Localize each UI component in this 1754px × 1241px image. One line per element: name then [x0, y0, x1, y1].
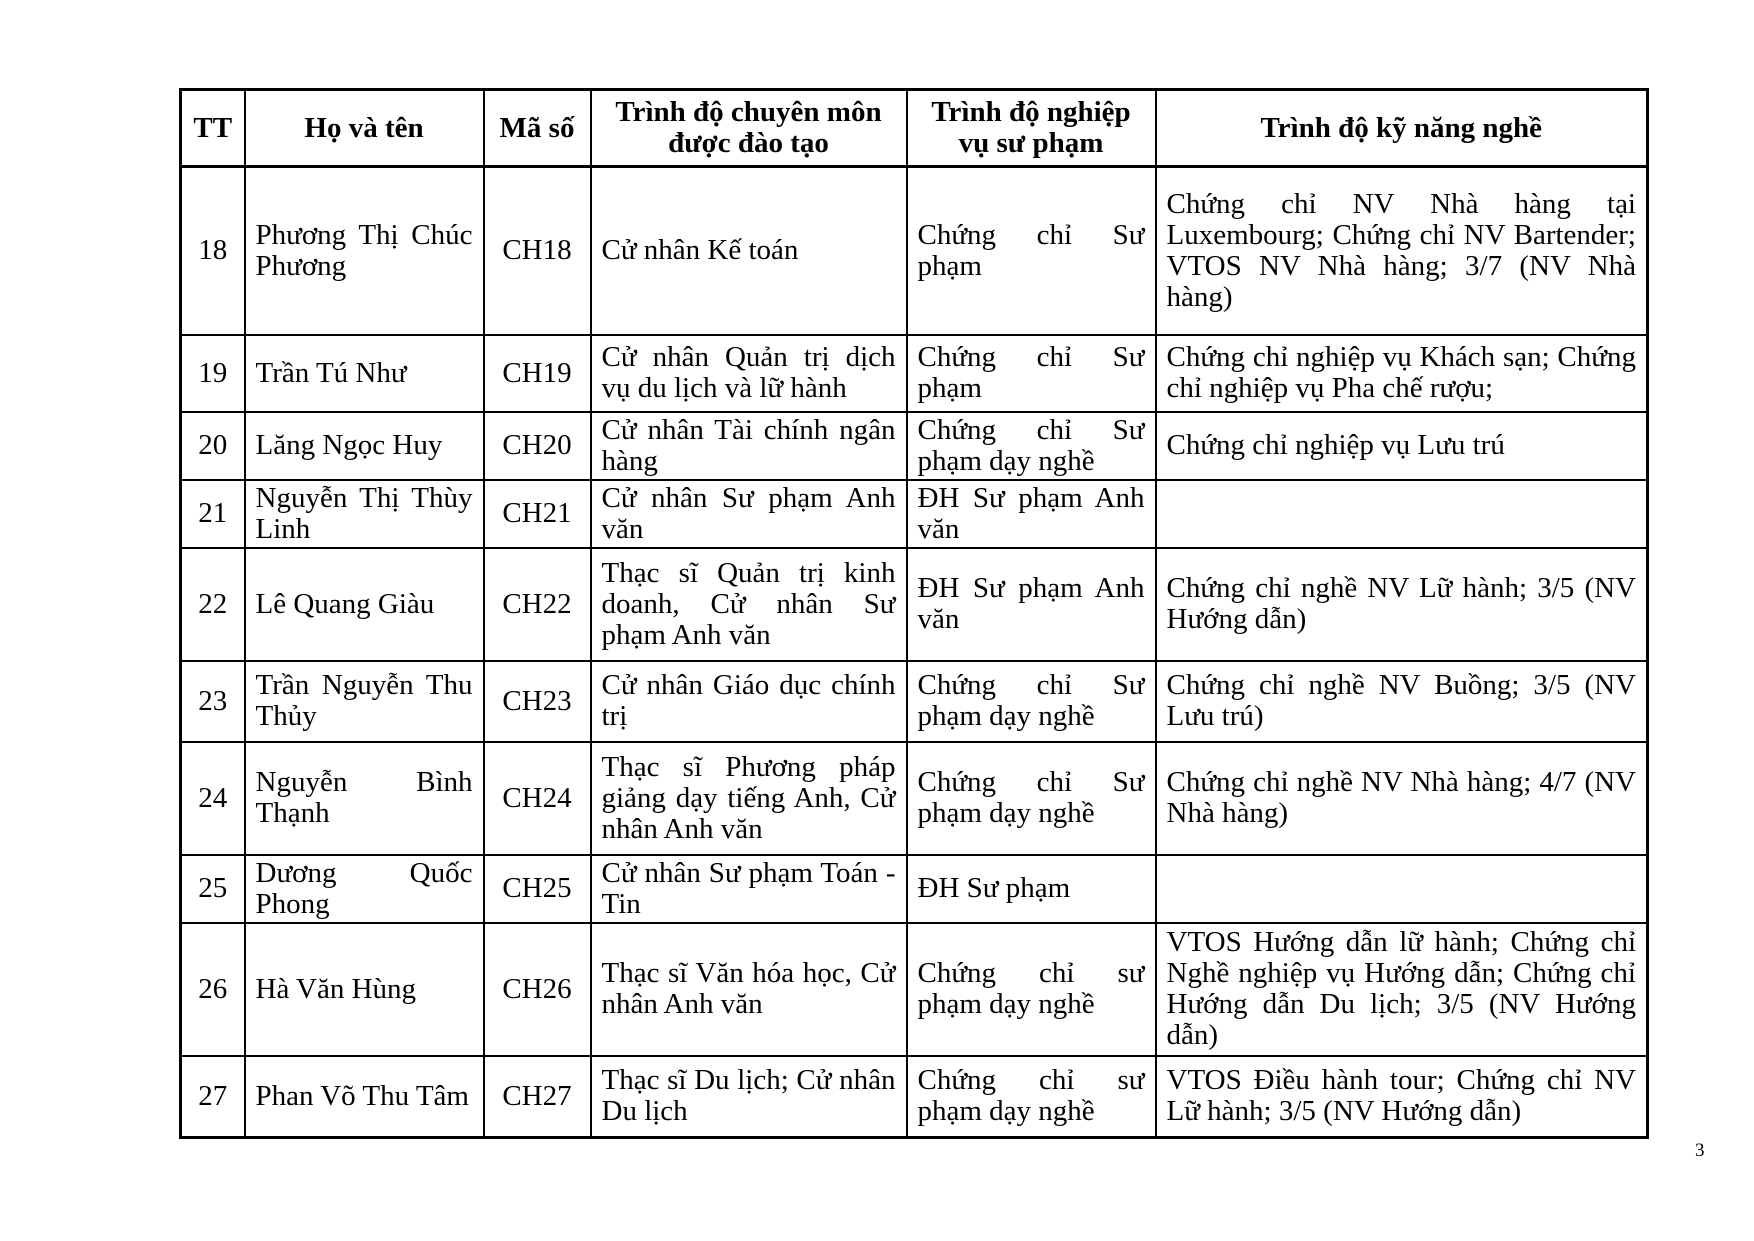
cell-pedagogy: Chứng chỉ Sư phạm dạy nghề — [905, 740, 1157, 856]
cell-skills: Chứng chỉ nghề NV Lữ hành; 3/5 (NV Hướng… — [1154, 546, 1649, 662]
cell-pedagogy: Chứng chỉ Sư phạm — [905, 333, 1157, 413]
table-row: 27 Phan Võ Thu Tâm CH27 Thạc sĩ Du lịch;… — [179, 1054, 1649, 1139]
cell-tt: 18 — [179, 165, 246, 336]
cell-code: CH24 — [482, 740, 592, 856]
table-row: 22 Lê Quang Giàu CH22 Thạc sĩ Quản trị k… — [179, 546, 1649, 662]
cell-code: CH21 — [482, 478, 592, 549]
table-row: 23 Trần Nguyễn Thu Thủy CH23 Cử nhân Giá… — [179, 659, 1649, 743]
cell-qualification: Cử nhân Sư phạm Toán - Tin — [589, 853, 908, 924]
cell-pedagogy: ĐH Sư phạm Anh văn — [905, 546, 1157, 662]
cell-qualification: Thạc sĩ Quản trị kinh doanh, Cử nhân Sư … — [589, 546, 908, 662]
cell-code: CH26 — [482, 921, 592, 1057]
cell-pedagogy: Chứng chỉ Sư phạm dạy nghề — [905, 659, 1157, 743]
cell-name: Lê Quang Giàu — [243, 546, 485, 662]
cell-qualification: Cử nhân Giáo dục chính trị — [589, 659, 908, 743]
table-row: 19 Trần Tú Như CH19 Cử nhân Quản trị dịc… — [179, 333, 1649, 413]
column-header-name: Họ và tên — [243, 88, 485, 168]
cell-skills: VTOS Hướng dẫn lữ hành; Chứng chỉ Nghề n… — [1154, 921, 1649, 1057]
cell-name: Phương Thị Chúc Phương — [243, 165, 485, 336]
column-header-pedagogy: Trình độ nghiệp vụ sư phạm — [905, 88, 1157, 168]
cell-pedagogy: Chứng chỉ sư phạm dạy nghề — [905, 921, 1157, 1057]
cell-qualification: Cử nhân Quản trị dịch vụ du lịch và lữ h… — [589, 333, 908, 413]
cell-name: Hà Văn Hùng — [243, 921, 485, 1057]
cell-code: CH25 — [482, 853, 592, 924]
cell-tt: 25 — [179, 853, 246, 924]
cell-pedagogy: Chứng chỉ Sư phạm dạy nghề — [905, 410, 1157, 481]
cell-pedagogy: Chứng chỉ Sư phạm — [905, 165, 1157, 336]
cell-pedagogy: ĐH Sư phạm — [905, 853, 1157, 924]
cell-skills — [1154, 478, 1649, 549]
cell-tt: 19 — [179, 333, 246, 413]
cell-qualification: Thạc sĩ Văn hóa học, Cử nhân Anh văn — [589, 921, 908, 1057]
cell-code: CH20 — [482, 410, 592, 481]
column-header-tt: TT — [179, 88, 246, 168]
cell-tt: 23 — [179, 659, 246, 743]
cell-code: CH27 — [482, 1054, 592, 1139]
cell-name: Nguyễn Thị Thùy Linh — [243, 478, 485, 549]
table-header-row: TT Họ và tên Mã số Trình độ chuyên môn đ… — [179, 88, 1649, 168]
cell-qualification: Cử nhân Sư phạm Anh văn — [589, 478, 908, 549]
page-number: 3 — [1695, 1140, 1705, 1161]
table-row: 21 Nguyễn Thị Thùy Linh CH21 Cử nhân Sư … — [179, 478, 1649, 549]
cell-skills: Chứng chỉ nghề NV Buồng; 3/5 (NV Lưu trú… — [1154, 659, 1649, 743]
cell-code: CH23 — [482, 659, 592, 743]
cell-qualification: Cử nhân Kế toán — [589, 165, 908, 336]
cell-skills: Chứng chỉ nghiệp vụ Khách sạn; Chứng chỉ… — [1154, 333, 1649, 413]
cell-qualification: Cử nhân Tài chính ngân hàng — [589, 410, 908, 481]
cell-tt: 22 — [179, 546, 246, 662]
table-row: 24 Nguyễn Bình Thạnh CH24 Thạc sĩ Phương… — [179, 740, 1649, 856]
column-header-code: Mã số — [482, 88, 592, 168]
cell-pedagogy: ĐH Sư phạm Anh văn — [905, 478, 1157, 549]
cell-skills — [1154, 853, 1649, 924]
table-row: 20 Lăng Ngọc Huy CH20 Cử nhân Tài chính … — [179, 410, 1649, 481]
table-row: 25 Dương Quốc Phong CH25 Cử nhân Sư phạm… — [179, 853, 1649, 924]
cell-tt: 26 — [179, 921, 246, 1057]
cell-tt: 24 — [179, 740, 246, 856]
cell-name: Dương Quốc Phong — [243, 853, 485, 924]
cell-name: Phan Võ Thu Tâm — [243, 1054, 485, 1139]
cell-code: CH19 — [482, 333, 592, 413]
cell-skills: VTOS Điều hành tour; Chứng chỉ NV Lữ hàn… — [1154, 1054, 1649, 1139]
cell-pedagogy: Chứng chỉ sư phạm dạy nghề — [905, 1054, 1157, 1139]
cell-tt: 21 — [179, 478, 246, 549]
cell-tt: 20 — [179, 410, 246, 481]
column-header-skills: Trình độ kỹ năng nghề — [1154, 88, 1649, 168]
cell-skills: Chứng chỉ nghiệp vụ Lưu trú — [1154, 410, 1649, 481]
cell-tt: 27 — [179, 1054, 246, 1139]
cell-name: Lăng Ngọc Huy — [243, 410, 485, 481]
table-row: 18 Phương Thị Chúc Phương CH18 Cử nhân K… — [179, 165, 1649, 336]
column-header-qualification: Trình độ chuyên môn được đào tạo — [589, 88, 908, 168]
cell-code: CH22 — [482, 546, 592, 662]
table-row: 26 Hà Văn Hùng CH26 Thạc sĩ Văn hóa học,… — [179, 921, 1649, 1057]
cell-name: Trần Tú Như — [243, 333, 485, 413]
cell-code: CH18 — [482, 165, 592, 336]
cell-qualification: Thạc sĩ Du lịch; Cử nhân Du lịch — [589, 1054, 908, 1139]
cell-qualification: Thạc sĩ Phương pháp giảng dạy tiếng Anh,… — [589, 740, 908, 856]
cell-name: Nguyễn Bình Thạnh — [243, 740, 485, 856]
cell-name: Trần Nguyễn Thu Thủy — [243, 659, 485, 743]
cell-skills: Chứng chỉ NV Nhà hàng tại Luxembourg; Ch… — [1154, 165, 1649, 336]
staff-qualification-table: TT Họ và tên Mã số Trình độ chuyên môn đ… — [179, 88, 1649, 1139]
cell-skills: Chứng chỉ nghề NV Nhà hàng; 4/7 (NV Nhà … — [1154, 740, 1649, 856]
